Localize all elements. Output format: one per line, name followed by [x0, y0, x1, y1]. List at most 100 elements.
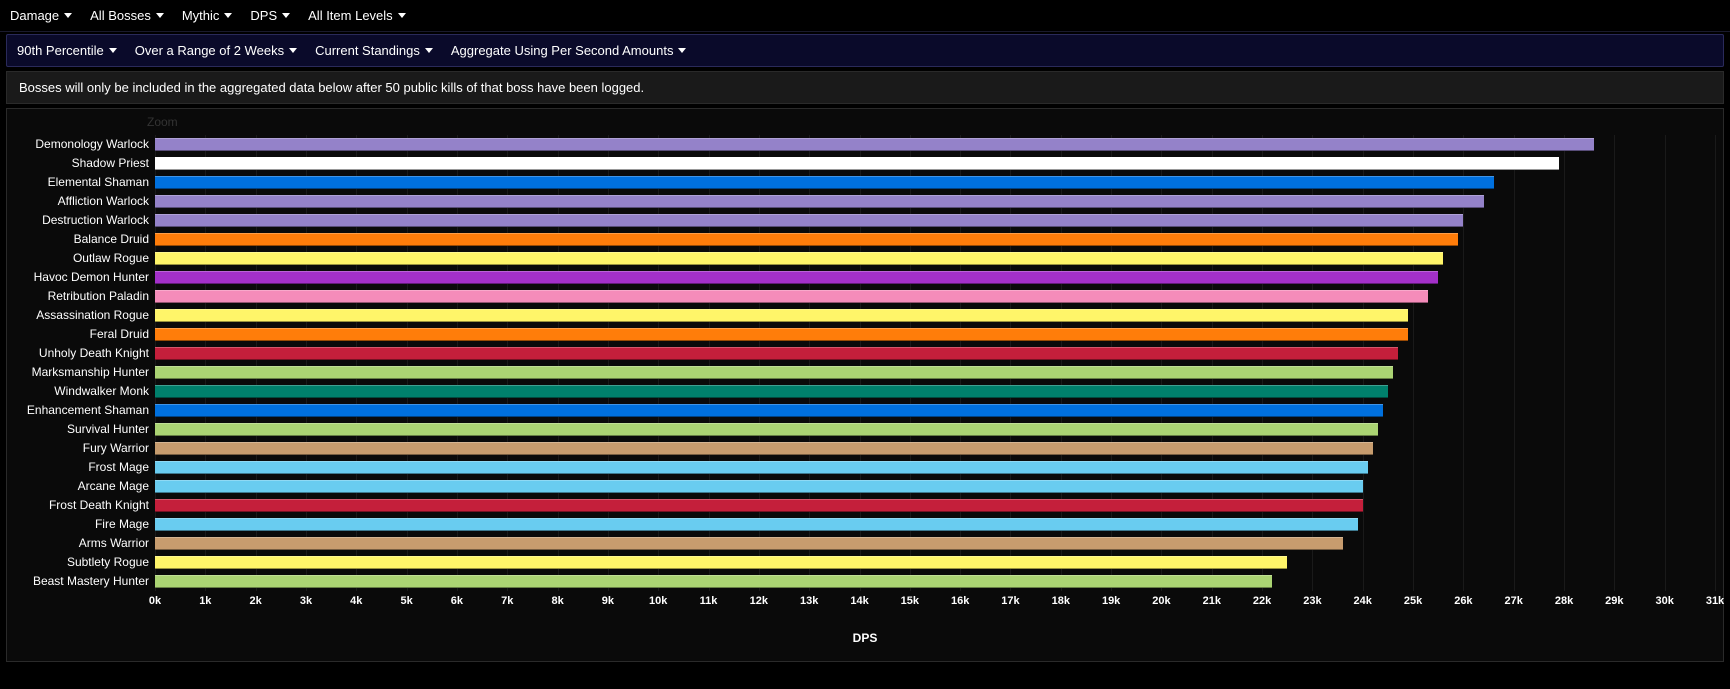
bar-row	[155, 496, 1715, 515]
spec-label: Fury Warrior	[15, 439, 155, 458]
x-tick: 1k	[199, 595, 211, 607]
bar[interactable]	[155, 347, 1398, 360]
spec-label: Marksmanship Hunter	[15, 363, 155, 382]
x-axis-ticks: 0k1k2k3k4k5k6k7k8k9k10k11k12k13k14k15k16…	[155, 595, 1715, 615]
spec-label: Destruction Warlock	[15, 211, 155, 230]
bar[interactable]	[155, 423, 1378, 436]
spec-label: Windwalker Monk	[15, 382, 155, 401]
bar[interactable]	[155, 556, 1287, 569]
bar[interactable]	[155, 138, 1594, 151]
bar[interactable]	[155, 518, 1358, 531]
x-axis-label: DPS	[15, 631, 1715, 645]
bar-row	[155, 287, 1715, 306]
chevron-down-icon	[398, 13, 406, 18]
x-tick: 6k	[451, 595, 463, 607]
bar-row	[155, 439, 1715, 458]
bar-row	[155, 477, 1715, 496]
spec-label: Fire Mage	[15, 515, 155, 534]
chevron-down-icon	[425, 48, 433, 53]
bar-row	[155, 325, 1715, 344]
bar-row	[155, 173, 1715, 192]
bar-row	[155, 458, 1715, 477]
x-tick: 25k	[1404, 595, 1422, 607]
bar[interactable]	[155, 252, 1443, 265]
notice-bar: Bosses will only be included in the aggr…	[6, 71, 1724, 104]
bar-row	[155, 135, 1715, 154]
spec-label: Demonology Warlock	[15, 135, 155, 154]
bar[interactable]	[155, 328, 1408, 341]
x-tick: 3k	[300, 595, 312, 607]
filter-label: All Item Levels	[308, 8, 393, 23]
bar-row	[155, 154, 1715, 173]
filter-label: 90th Percentile	[17, 43, 104, 58]
bar[interactable]	[155, 404, 1383, 417]
bar[interactable]	[155, 537, 1343, 550]
bar[interactable]	[155, 195, 1484, 208]
bar[interactable]	[155, 271, 1438, 284]
secondary-filter-1[interactable]: Over a Range of 2 Weeks	[135, 41, 297, 60]
spec-label: Outlaw Rogue	[15, 249, 155, 268]
x-tick: 15k	[901, 595, 919, 607]
spec-label: Arcane Mage	[15, 477, 155, 496]
x-tick: 31k	[1706, 595, 1724, 607]
bar-row	[155, 268, 1715, 287]
x-tick: 0k	[149, 595, 161, 607]
bar[interactable]	[155, 290, 1428, 303]
primary-filter-4[interactable]: All Item Levels	[308, 6, 406, 25]
chevron-down-icon	[678, 48, 686, 53]
x-tick: 22k	[1253, 595, 1271, 607]
bar-row	[155, 553, 1715, 572]
x-tick: 7k	[501, 595, 513, 607]
spec-label: Frost Mage	[15, 458, 155, 477]
x-tick: 16k	[951, 595, 969, 607]
x-tick: 27k	[1505, 595, 1523, 607]
filter-label: Damage	[10, 8, 59, 23]
spec-label: Assassination Rogue	[15, 306, 155, 325]
spec-label: Arms Warrior	[15, 534, 155, 553]
spec-label: Enhancement Shaman	[15, 401, 155, 420]
primary-filter-1[interactable]: All Bosses	[90, 6, 164, 25]
bar[interactable]	[155, 366, 1393, 379]
x-tick: 26k	[1454, 595, 1472, 607]
filter-label: Aggregate Using Per Second Amounts	[451, 43, 674, 58]
x-tick: 10k	[649, 595, 667, 607]
bar[interactable]	[155, 157, 1559, 170]
x-tick: 2k	[250, 595, 262, 607]
plot-area	[155, 135, 1715, 591]
dps-chart: Zoom Demonology WarlockShadow PriestElem…	[6, 108, 1724, 662]
filter-label: All Bosses	[90, 8, 151, 23]
bar[interactable]	[155, 480, 1363, 493]
x-tick: 18k	[1052, 595, 1070, 607]
x-tick: 29k	[1605, 595, 1623, 607]
chevron-down-icon	[282, 13, 290, 18]
bar[interactable]	[155, 176, 1494, 189]
bar[interactable]	[155, 461, 1368, 474]
x-tick: 4k	[350, 595, 362, 607]
x-tick: 21k	[1203, 595, 1221, 607]
x-tick: 11k	[700, 595, 718, 607]
secondary-filter-3[interactable]: Aggregate Using Per Second Amounts	[451, 41, 687, 60]
bar[interactable]	[155, 575, 1272, 588]
x-tick: 17k	[1001, 595, 1019, 607]
x-tick: 8k	[551, 595, 563, 607]
spec-label: Survival Hunter	[15, 420, 155, 439]
bar[interactable]	[155, 214, 1463, 227]
primary-filter-2[interactable]: Mythic	[182, 6, 233, 25]
bar[interactable]	[155, 385, 1388, 398]
x-tick: 24k	[1354, 595, 1372, 607]
secondary-filter-0[interactable]: 90th Percentile	[17, 41, 117, 60]
primary-filter-0[interactable]: Damage	[10, 6, 72, 25]
bar[interactable]	[155, 442, 1373, 455]
x-tick: 20k	[1152, 595, 1170, 607]
bar[interactable]	[155, 233, 1458, 246]
bar[interactable]	[155, 499, 1363, 512]
spec-label: Unholy Death Knight	[15, 344, 155, 363]
spec-label: Balance Druid	[15, 230, 155, 249]
bar[interactable]	[155, 309, 1408, 322]
primary-filter-3[interactable]: DPS	[250, 6, 290, 25]
bar-row	[155, 211, 1715, 230]
secondary-filter-2[interactable]: Current Standings	[315, 41, 433, 60]
spec-label: Frost Death Knight	[15, 496, 155, 515]
filter-label: Current Standings	[315, 43, 420, 58]
primary-filter-bar: Damage All Bosses Mythic DPS All Item Levels	[0, 0, 1730, 32]
